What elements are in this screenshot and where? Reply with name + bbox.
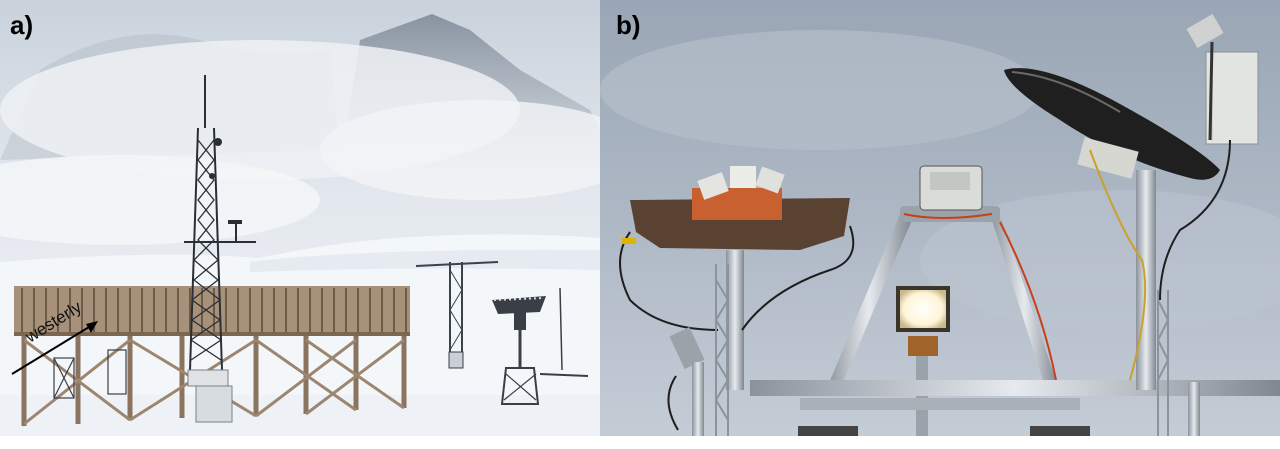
logger-box — [195, 385, 233, 423]
panel-label-b: b) — [616, 10, 641, 40]
radiometer-platform — [619, 166, 855, 390]
photo-panel-b: b) — [600, 0, 1280, 436]
tripod-frame — [826, 165, 1058, 394]
distant-mast — [415, 261, 499, 369]
field-site-photo: westerly — [0, 0, 600, 436]
panel-label-a: a) — [10, 10, 34, 40]
precipitation-gauge — [492, 287, 589, 405]
camera — [1186, 13, 1224, 49]
photo-panel-a: westerly a) — [0, 0, 600, 436]
horizontal-boom — [750, 380, 1280, 396]
satellite-dish — [1004, 13, 1259, 390]
wooden-fence — [14, 286, 410, 426]
instruments-photo — [600, 0, 1280, 436]
enclosure-box — [1205, 51, 1259, 145]
sensor-tube — [667, 327, 705, 436]
